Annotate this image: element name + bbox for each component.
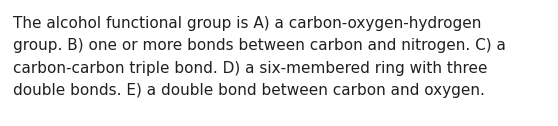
Text: The alcohol functional group is A) a carbon-oxygen-hydrogen: The alcohol functional group is A) a car… xyxy=(13,16,482,31)
Text: double bonds. E) a double bond between carbon and oxygen.: double bonds. E) a double bond between c… xyxy=(13,84,485,99)
Text: group. B) one or more bonds between carbon and nitrogen. C) a: group. B) one or more bonds between carb… xyxy=(13,39,506,54)
Text: carbon-carbon triple bond. D) a six-membered ring with three: carbon-carbon triple bond. D) a six-memb… xyxy=(13,61,488,76)
